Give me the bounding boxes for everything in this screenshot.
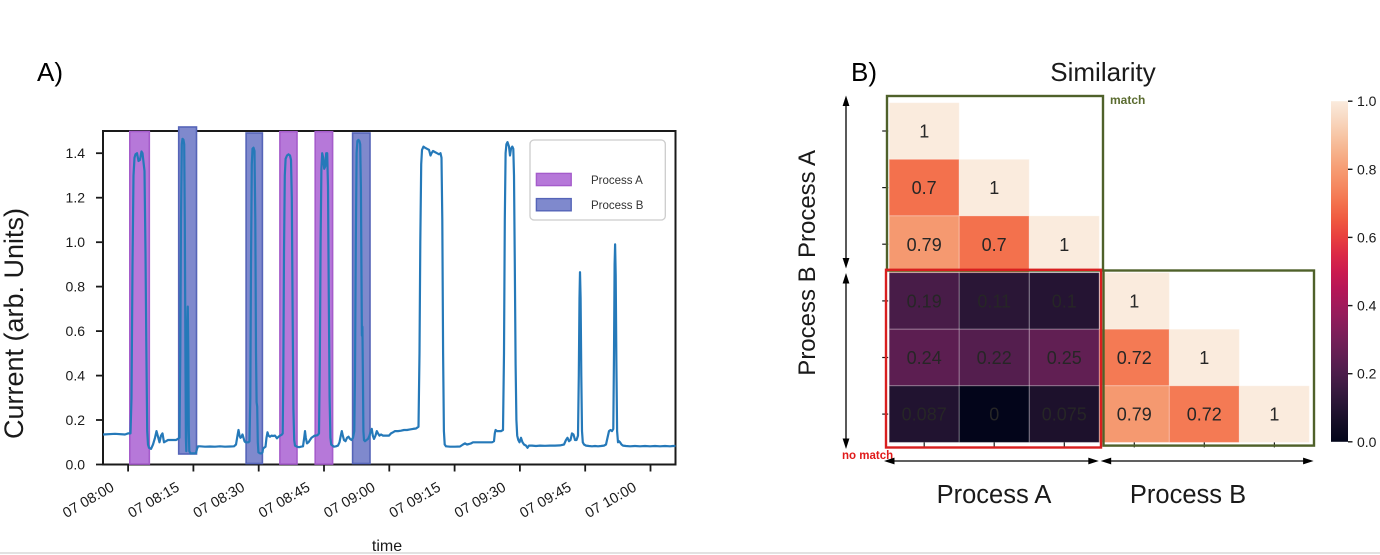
svg-text:0.79: 0.79 bbox=[907, 235, 942, 255]
svg-text:0.19: 0.19 bbox=[907, 291, 942, 311]
svg-text:Process A: Process A bbox=[591, 175, 643, 187]
svg-text:time: time bbox=[372, 538, 402, 555]
svg-text:Process B: Process B bbox=[591, 200, 644, 212]
svg-text:0: 0 bbox=[989, 405, 999, 425]
svg-text:0.8: 0.8 bbox=[66, 279, 86, 295]
svg-text:1.0: 1.0 bbox=[66, 234, 86, 250]
svg-text:0.11: 0.11 bbox=[977, 291, 1011, 311]
svg-text:Process A: Process A bbox=[794, 150, 821, 258]
svg-text:0.0: 0.0 bbox=[1357, 434, 1377, 450]
svg-text:0.2: 0.2 bbox=[1357, 366, 1377, 382]
svg-text:0.075: 0.075 bbox=[1042, 405, 1087, 425]
svg-text:0.4: 0.4 bbox=[66, 368, 86, 384]
svg-text:0.6: 0.6 bbox=[1357, 229, 1377, 245]
svg-text:0.22: 0.22 bbox=[977, 348, 1012, 368]
svg-text:0.7: 0.7 bbox=[912, 178, 937, 198]
svg-text:match: match bbox=[1110, 93, 1145, 107]
svg-text:1.2: 1.2 bbox=[66, 190, 86, 206]
svg-text:1.4: 1.4 bbox=[66, 145, 86, 161]
svg-text:1: 1 bbox=[1129, 291, 1139, 311]
svg-text:0.24: 0.24 bbox=[907, 348, 942, 368]
svg-text:Process A: Process A bbox=[937, 481, 1052, 509]
svg-text:no match: no match bbox=[842, 450, 893, 462]
svg-text:0.4: 0.4 bbox=[1357, 298, 1377, 314]
svg-text:Process B: Process B bbox=[794, 266, 821, 375]
svg-text:0.7: 0.7 bbox=[982, 235, 1007, 255]
svg-text:0.087: 0.087 bbox=[902, 405, 947, 425]
svg-text:1: 1 bbox=[919, 122, 929, 142]
svg-text:0.6: 0.6 bbox=[66, 323, 86, 339]
svg-text:1: 1 bbox=[1199, 348, 1209, 368]
svg-text:Process B: Process B bbox=[1130, 481, 1246, 509]
svg-text:0.79: 0.79 bbox=[1117, 405, 1152, 425]
svg-text:0.2: 0.2 bbox=[66, 412, 86, 428]
svg-text:0.25: 0.25 bbox=[1047, 348, 1082, 368]
svg-text:Current (arb. Units): Current (arb. Units) bbox=[0, 208, 29, 439]
svg-text:0.0: 0.0 bbox=[66, 457, 86, 473]
svg-text:0.8: 0.8 bbox=[1357, 161, 1377, 177]
svg-text:1: 1 bbox=[1059, 235, 1069, 255]
svg-text:1.0: 1.0 bbox=[1357, 93, 1377, 109]
svg-text:0.1: 0.1 bbox=[1052, 291, 1077, 311]
svg-text:1: 1 bbox=[1269, 405, 1279, 425]
svg-text:0.72: 0.72 bbox=[1187, 405, 1222, 425]
svg-text:A): A) bbox=[37, 57, 63, 87]
svg-text:B): B) bbox=[851, 57, 877, 87]
svg-text:0.72: 0.72 bbox=[1117, 348, 1152, 368]
svg-text:1: 1 bbox=[989, 178, 999, 198]
svg-text:Similarity: Similarity bbox=[1050, 57, 1155, 87]
